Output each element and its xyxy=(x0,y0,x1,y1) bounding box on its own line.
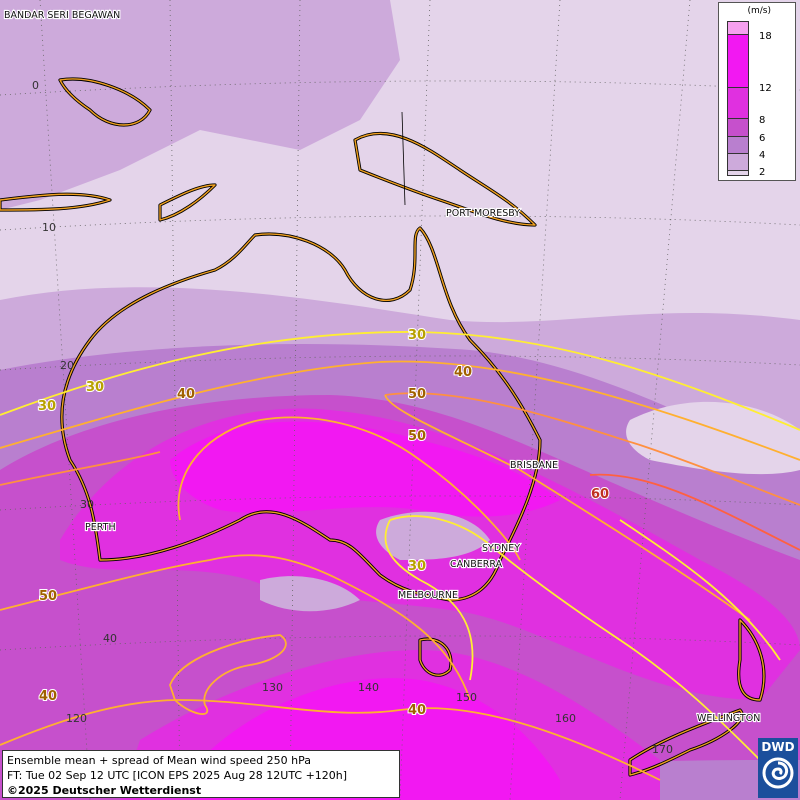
isotach-label: 40 xyxy=(454,365,472,380)
contour-40-west-loop xyxy=(177,416,521,561)
lon-label: 130 xyxy=(262,681,283,694)
legend-label: 2 xyxy=(759,167,766,178)
copyright: ©2025 Deutscher Wetterdienst xyxy=(7,784,202,797)
spread-patch-light-2 xyxy=(260,576,360,612)
logo-text: DWD xyxy=(761,740,795,754)
coastlines xyxy=(0,77,766,777)
legend-label: 4 xyxy=(759,150,766,161)
contour-30-north xyxy=(0,331,800,431)
city-labels: BANDAR SERI BEGAWAN PORT MORESBY BRISBAN… xyxy=(3,9,762,725)
lon-label: 150 xyxy=(456,691,477,704)
lon-label: 170 xyxy=(652,743,673,756)
legend-swatch-12 xyxy=(728,87,748,118)
spread-field-mid xyxy=(0,0,400,210)
city-label: PORT MORESBY xyxy=(446,208,520,219)
isotach-label: 50 xyxy=(39,589,57,604)
legend-swatch-18 xyxy=(728,34,748,87)
dwd-logo: DWD xyxy=(758,738,798,798)
contour-40-north xyxy=(0,360,800,461)
lat-label: 40 xyxy=(103,632,117,645)
legend-swatches xyxy=(727,21,749,176)
city-label: BRISBANE xyxy=(510,460,558,471)
lon-label: 140 xyxy=(358,681,379,694)
lon-label: 160 xyxy=(555,712,576,725)
legend-swatch-top xyxy=(728,22,748,34)
isotach-label: 50 xyxy=(408,387,426,402)
contour-50-north xyxy=(0,392,800,506)
isotach-contours xyxy=(0,331,800,781)
contour-30-east xyxy=(619,519,781,661)
isotach-label: 30 xyxy=(86,380,104,395)
contour-50-south xyxy=(0,554,471,701)
swirl-icon xyxy=(762,757,794,789)
legend-swatch-8 xyxy=(728,118,748,136)
lon-label: 120 xyxy=(66,712,87,725)
legend-label: 8 xyxy=(759,115,766,126)
city-label: BANDAR SERI BEGAWAN xyxy=(4,10,120,21)
contour-30-south xyxy=(389,515,761,761)
isotach-label: 30 xyxy=(408,328,426,343)
legend-label: 12 xyxy=(759,83,772,94)
legend-swatch-2 xyxy=(728,170,748,175)
graticule-labels: 0 10 20 30 40 120 130 140 150 160 170 xyxy=(32,79,673,756)
contour-south-loop xyxy=(169,634,287,715)
info-box: Ensemble mean + spread of Mean wind spee… xyxy=(2,750,400,798)
legend-label: 18 xyxy=(759,31,772,42)
spread-patch-light xyxy=(376,511,490,560)
lat-label: 10 xyxy=(42,221,56,234)
city-label: MELBOURNE xyxy=(398,590,458,601)
isotach-label: 30 xyxy=(38,399,56,414)
contour-60 xyxy=(589,473,800,551)
contour-40-south xyxy=(0,699,661,781)
contour-50-loop xyxy=(384,394,751,621)
color-legend: (m/s) 18 12 8 6 4 2 xyxy=(718,2,796,181)
chart-title: Ensemble mean + spread of Mean wind spee… xyxy=(7,754,311,767)
legend-swatch-4 xyxy=(728,153,748,170)
isotach-label: 60 xyxy=(591,487,609,502)
lat-label: 20 xyxy=(60,359,74,372)
legend-swatch-6 xyxy=(728,136,748,153)
city-label: WELLINGTON xyxy=(697,713,760,724)
legend-label: 6 xyxy=(759,133,766,144)
isotach-labels: 30 30 30 30 40 40 40 40 50 50 50 60 xyxy=(37,327,610,719)
contour-30-south-2 xyxy=(384,519,474,681)
forecast-time: FT: Tue 02 Sep 12 UTC [ICON EPS 2025 Aug… xyxy=(7,769,348,782)
isotach-label: 50 xyxy=(408,429,426,444)
city-label: PERTH xyxy=(85,522,116,533)
isotach-label: 40 xyxy=(177,387,195,402)
lat-label: 30 xyxy=(80,498,94,511)
legend-unit: (m/s) xyxy=(747,6,771,16)
isotach-label: 40 xyxy=(39,689,57,704)
lat-label: 0 xyxy=(32,79,39,92)
isotach-label: 40 xyxy=(408,703,426,718)
city-label: CANBERRA xyxy=(450,559,503,570)
city-label: SYDNEY xyxy=(482,543,520,554)
isotach-label: 30 xyxy=(408,559,426,574)
